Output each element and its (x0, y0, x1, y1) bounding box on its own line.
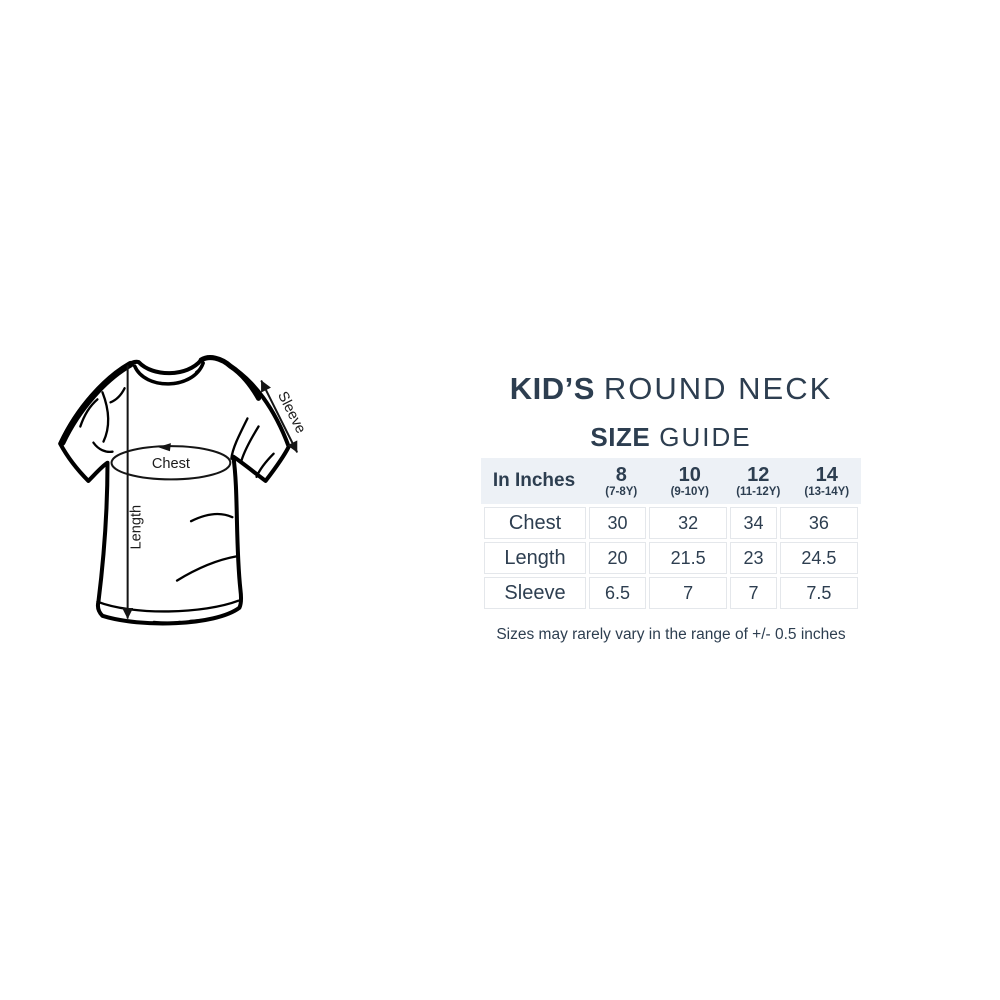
size-age-range: (7-8Y) (605, 485, 638, 498)
length-label: Length (129, 505, 145, 550)
size-column-header: 8 (7-8Y) (587, 463, 656, 498)
value-cell: 23 (730, 542, 777, 574)
value-cell: 7.5 (779, 577, 858, 609)
table-row-chest: Chest 30 32 34 36 (484, 507, 858, 539)
subtitle-light-part: GUIDE (659, 422, 752, 452)
value-cell: 24.5 (779, 542, 858, 574)
tshirt-measurement-diagram: Length Chest Sleeve (58, 355, 309, 626)
chest-measure: Chest (110, 443, 232, 481)
tshirt-outline-drawing (58, 355, 291, 626)
unit-header-cell: In Inches (492, 470, 576, 491)
title-bold-part: KID’S (509, 371, 595, 406)
table-row-sleeve: Sleeve 6.5 7 7 7.5 (484, 577, 858, 609)
size-number: 8 (615, 463, 627, 486)
chest-ellipse (110, 445, 232, 481)
value-cell: 32 (649, 507, 728, 539)
value-cell: 7 (730, 577, 777, 609)
row-label: Sleeve (484, 577, 586, 609)
table-row-length: Length 20 21.5 23 24.5 (484, 542, 858, 574)
size-age-range: (11-12Y) (736, 485, 781, 498)
length-measure: Length (122, 365, 145, 619)
size-number: 12 (747, 463, 770, 486)
value-cell: 34 (730, 507, 777, 539)
title-light-part: ROUND NECK (603, 371, 833, 406)
size-variance-note: Sizes may rarely vary in the range of +/… (496, 626, 846, 643)
subtitle-bold-part: SIZE (590, 422, 651, 452)
size-age-range: (13-14Y) (804, 485, 850, 498)
size-column-header: 12 (11-12Y) (724, 463, 793, 498)
value-cell: 21.5 (649, 542, 728, 574)
size-table-body: Chest 30 32 34 36 Length 20 21.5 23 24.5… (481, 504, 861, 612)
value-cell: 20 (589, 542, 647, 574)
chest-label: Chest (152, 456, 190, 472)
size-number: 14 (815, 463, 838, 486)
page-subtitle: SIZE GUIDE (481, 422, 861, 453)
row-label: Length (484, 542, 586, 574)
page-title: KID’S ROUND NECK (481, 371, 861, 407)
row-label: Chest (484, 507, 586, 539)
size-column-header: 10 (9-10Y) (656, 463, 725, 498)
sleeve-arrow (260, 380, 298, 453)
value-cell: 30 (589, 507, 647, 539)
chest-arrowhead (157, 443, 171, 452)
size-table-header-row: In Inches 8 (7-8Y) 10 (9-10Y) 12 (11-12Y… (481, 458, 861, 504)
size-number: 10 (678, 463, 701, 486)
size-column-header: 14 (13-14Y) (793, 463, 862, 498)
size-age-range: (9-10Y) (670, 485, 709, 498)
value-cell: 36 (779, 507, 858, 539)
value-cell: 7 (649, 577, 728, 609)
value-cell: 6.5 (589, 577, 647, 609)
size-table: In Inches 8 (7-8Y) 10 (9-10Y) 12 (11-12Y… (481, 458, 861, 612)
